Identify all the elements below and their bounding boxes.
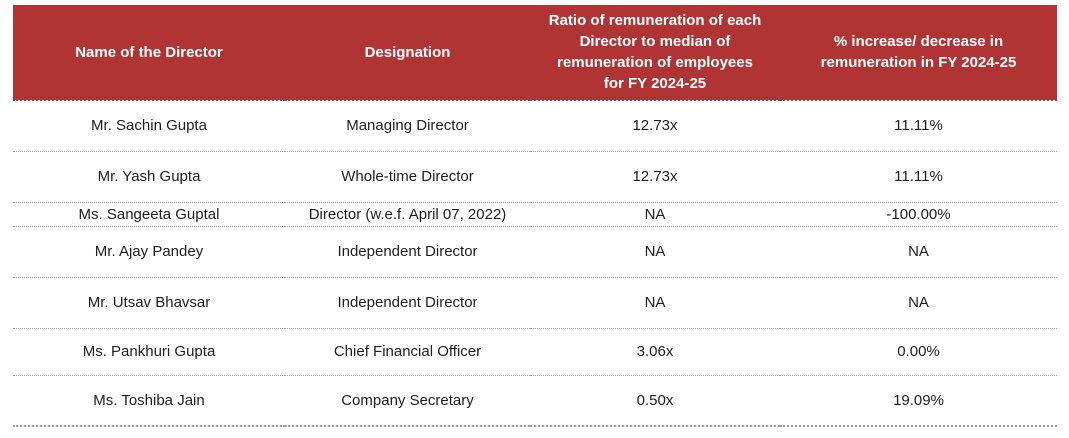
- cell-designation: Chief Financial Officer: [285, 328, 530, 376]
- table-row: Ms. Toshiba Jain Company Secretary 0.50x…: [13, 375, 1057, 427]
- cell-remuneration-change: 0.00%: [780, 328, 1057, 376]
- table-body: Mr. Sachin Gupta Managing Director 12.73…: [13, 100, 1057, 427]
- cell-designation: Managing Director: [285, 100, 530, 152]
- table-row: Mr. Sachin Gupta Managing Director 12.73…: [13, 100, 1057, 152]
- cell-remuneration-ratio: NA: [530, 226, 780, 278]
- cell-designation: Company Secretary: [285, 375, 530, 427]
- cell-designation: Whole-time Director: [285, 151, 530, 203]
- cell-director-name: Mr. Ajay Pandey: [13, 226, 285, 278]
- cell-designation: Independent Director: [285, 277, 530, 329]
- table-row: Ms. Pankhuri Gupta Chief Financial Offic…: [13, 328, 1057, 376]
- cell-remuneration-change: -100.00%: [780, 202, 1057, 227]
- table-row: Mr. Ajay Pandey Independent Director NA …: [13, 226, 1057, 278]
- cell-designation: Independent Director: [285, 226, 530, 278]
- cell-remuneration-change: NA: [780, 226, 1057, 278]
- table-row: Ms. Sangeeta Guptal Director (w.e.f. Apr…: [13, 202, 1057, 227]
- cell-director-name: Mr. Yash Gupta: [13, 151, 285, 203]
- cell-remuneration-change: 11.11%: [780, 100, 1057, 152]
- cell-remuneration-change: 19.09%: [780, 375, 1057, 427]
- header-cell-designation: Designation: [285, 5, 530, 101]
- header-cell-remuneration-ratio: Ratio of remuneration of each Director to…: [530, 5, 780, 101]
- cell-director-name: Ms. Pankhuri Gupta: [13, 328, 285, 376]
- cell-remuneration-ratio: 0.50x: [530, 375, 780, 427]
- table-row: Mr. Yash Gupta Whole-time Director 12.73…: [13, 151, 1057, 203]
- cell-director-name: Mr. Utsav Bhavsar: [13, 277, 285, 329]
- cell-remuneration-ratio: 3.06x: [530, 328, 780, 376]
- table-header: Name of the Director Designation Ratio o…: [13, 5, 1057, 101]
- header-row: Name of the Director Designation Ratio o…: [13, 5, 1057, 101]
- cell-designation: Director (w.e.f. April 07, 2022): [285, 202, 530, 227]
- director-remuneration-table: Name of the Director Designation Ratio o…: [13, 5, 1057, 427]
- cell-remuneration-ratio: 12.73x: [530, 151, 780, 203]
- header-cell-director-name: Name of the Director: [13, 5, 285, 101]
- cell-remuneration-change: NA: [780, 277, 1057, 329]
- cell-director-name: Ms. Sangeeta Guptal: [13, 202, 285, 227]
- cell-remuneration-ratio: NA: [530, 277, 780, 329]
- cell-remuneration-ratio: NA: [530, 202, 780, 227]
- cell-director-name: Ms. Toshiba Jain: [13, 375, 285, 427]
- cell-remuneration-change: 11.11%: [780, 151, 1057, 203]
- header-cell-remuneration-change: % increase/ decrease in remuneration in F…: [780, 5, 1057, 101]
- table-row: Mr. Utsav Bhavsar Independent Director N…: [13, 277, 1057, 329]
- cell-director-name: Mr. Sachin Gupta: [13, 100, 285, 152]
- cell-remuneration-ratio: 12.73x: [530, 100, 780, 152]
